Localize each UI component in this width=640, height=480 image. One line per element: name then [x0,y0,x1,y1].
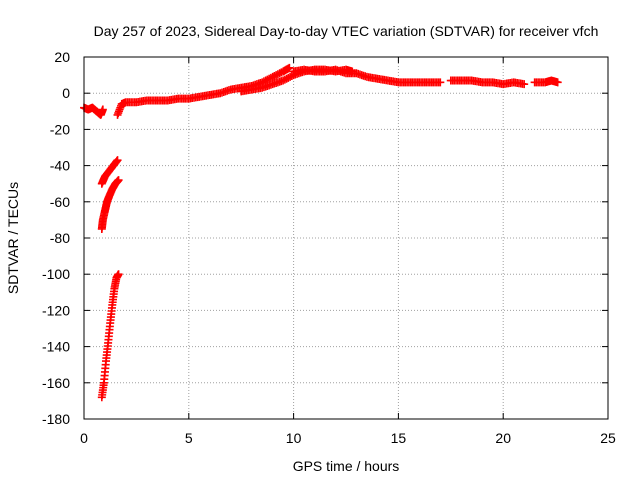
data-point [272,71,281,80]
x-tick-label: 15 [391,430,407,446]
x-axis-label: GPS time / hours [293,458,400,474]
axis-ticks: 0 5 10 15 20 25 -180 -160 -140 -120 -100 -80 -60 -40 -… [42,49,616,446]
y-tick-label: -160 [42,375,70,391]
data-point [553,78,562,87]
y-tick-label: -140 [42,339,70,355]
grid [84,57,608,419]
data-points [80,63,562,402]
x-tick-label: 10 [286,430,302,446]
y-tick-label: -100 [42,266,70,282]
data-point [275,69,284,78]
data-point [270,72,279,81]
x-tick-label: 20 [495,430,511,446]
x-tick-label: 0 [80,430,88,446]
y-tick-label: -180 [42,411,70,427]
chart-title: Day 257 of 2023, Sidereal Day-to-day VTE… [94,23,599,39]
x-tick-label: 5 [185,430,193,446]
data-point [280,75,289,84]
data-point [286,72,295,81]
data-point [273,70,282,79]
y-axis-label: SDTVAR / TECUs [5,182,21,294]
data-point [436,78,445,87]
y-tick-label: -120 [42,302,70,318]
y-tick-label: 20 [54,49,70,65]
data-point [113,156,122,165]
data-point [266,73,275,82]
data-point [284,73,293,82]
data-point [282,74,291,83]
y-tick-label: -60 [50,194,70,210]
data-point [520,80,529,89]
data-point [98,105,107,114]
data-point [285,63,294,72]
data-point [279,76,288,85]
y-tick-label: -20 [50,121,70,137]
data-point [114,270,123,279]
y-tick-label: -40 [50,158,70,174]
data-point [114,176,123,185]
x-tick-label: 25 [600,430,616,446]
data-point [268,72,277,81]
y-tick-label: -80 [50,230,70,246]
data-point [287,72,296,81]
y-tick-label: 0 [62,85,70,101]
